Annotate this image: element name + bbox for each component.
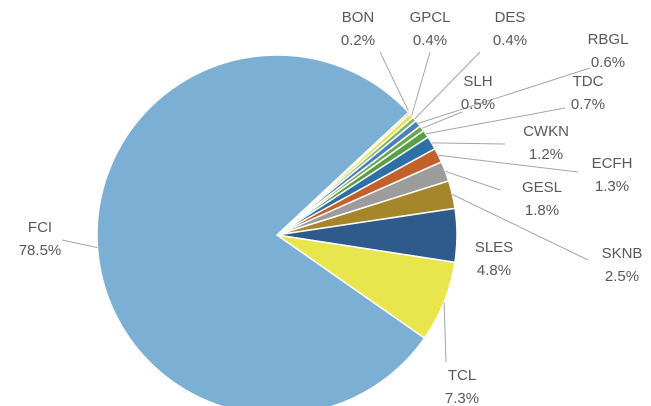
slice-label: TDC	[573, 73, 604, 90]
slice-label: BON	[342, 9, 375, 26]
leader-line	[445, 170, 501, 191]
slice-label: SLES	[475, 239, 513, 256]
slice-label: TCL	[448, 367, 476, 384]
slice-label: ECFH	[592, 155, 633, 172]
slice-value-label: 78.5%	[19, 242, 62, 259]
slice-value-label: 7.3%	[445, 390, 479, 406]
slice-label: SLH	[463, 73, 492, 90]
leader-line	[443, 301, 447, 363]
leader-line	[421, 111, 463, 129]
slice-value-label: 0.7%	[571, 96, 605, 113]
slice-value-label: 0.4%	[413, 32, 447, 49]
slice-value-label: 2.5%	[605, 268, 639, 285]
slice-value-label: 0.5%	[461, 96, 495, 113]
slice-label: RBGL	[588, 31, 629, 48]
slice-label: DES	[495, 9, 526, 26]
leader-line	[414, 51, 481, 120]
leader-line	[411, 51, 431, 116]
leader-line	[425, 107, 566, 135]
slice-value-label: 0.2%	[341, 32, 375, 49]
leader-line	[431, 142, 506, 145]
slice-label: GPCL	[410, 9, 451, 26]
leader-line	[61, 239, 98, 249]
leader-line	[418, 67, 591, 124]
slice-value-label: 1.2%	[529, 146, 563, 163]
leader-line	[379, 51, 410, 114]
slice-value-label: 4.8%	[477, 262, 511, 279]
slice-label: FCI	[28, 219, 52, 236]
slice-value-label: 0.4%	[493, 32, 527, 49]
slice-value-label: 1.3%	[595, 178, 629, 195]
slice-value-label: 1.8%	[525, 202, 559, 219]
leader-line	[438, 154, 579, 173]
slice-label: CWKN	[523, 123, 569, 140]
slice-value-label: 0.6%	[591, 54, 625, 71]
leader-line	[452, 194, 589, 261]
slice-label: SKNB	[602, 245, 643, 262]
slice-label: GESL	[522, 179, 562, 196]
